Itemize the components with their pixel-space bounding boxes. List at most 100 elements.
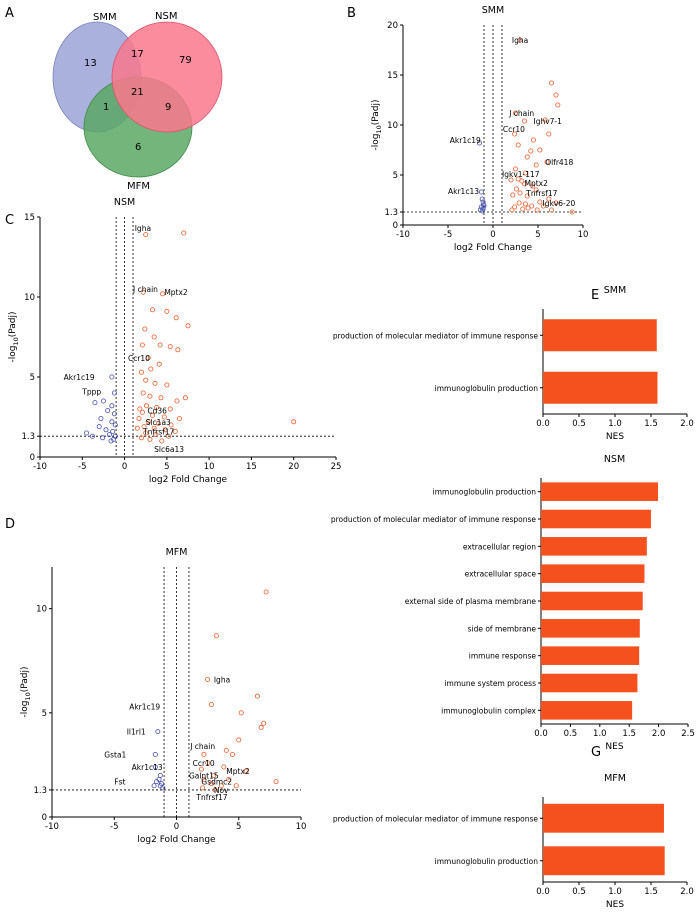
chart-title: NSM (604, 454, 625, 465)
nes-bar-chart-g: MFM production of molecular mediator of i… (333, 773, 694, 910)
nes-bar (541, 482, 659, 501)
gene-label: Mptx2 (525, 179, 549, 188)
venn-set-label-nsm: NSM (155, 11, 177, 22)
downregulated-point (111, 436, 117, 442)
upregulated-point (168, 422, 174, 428)
upregulated-point (200, 785, 206, 791)
upregulated-point (140, 289, 146, 295)
gene-label: Gsta1 (104, 751, 126, 760)
y-tick-label: 15 (387, 71, 398, 81)
gene-label: J chain (508, 109, 534, 118)
upregulated-point (520, 206, 526, 212)
x-tick-label: 10 (578, 230, 589, 240)
upregulated-point (525, 205, 531, 211)
x-tick-label: 2.0 (652, 729, 666, 739)
y-tick-label: 10 (387, 121, 398, 131)
gene-label: Tppp (81, 387, 101, 396)
nes-bar (541, 509, 651, 529)
upregulated-point (140, 390, 146, 396)
gene-label: Cd36 (147, 407, 167, 416)
y-tick-label: 1.3 (33, 786, 47, 796)
gene-label: Akr1c19 (450, 136, 481, 145)
chart-title: MFM (604, 773, 626, 784)
upregulated-point (198, 766, 204, 772)
upregulated-point (533, 162, 539, 168)
upregulated-point (537, 147, 543, 153)
downregulated-point (92, 400, 98, 406)
nes-bar (541, 673, 638, 693)
upregulated-point (243, 768, 249, 774)
upregulated-point (510, 192, 516, 198)
upregulated-point (230, 752, 236, 758)
downregulated-point (479, 196, 485, 202)
upregulated-point (138, 435, 144, 441)
volcano-plot-b: -10 -5 0 5 10 0 1.3 5 10 15 20 SMM log2 Fold Change -… (371, 5, 588, 253)
gene-label: Tnfrsf17 (142, 427, 174, 436)
upregulated-point (172, 428, 178, 434)
nes-bar (543, 803, 664, 833)
plot-title: NSM (114, 197, 135, 208)
x-tick-label: 10 (204, 462, 215, 472)
upregulated-point (549, 80, 555, 86)
downregulated-point (112, 422, 118, 428)
upregulated-point (513, 166, 519, 172)
x-tick-label: -5 (78, 462, 86, 472)
category-label: production of molecular mediator of immu… (331, 515, 537, 524)
x-tick-label: 0.5 (564, 729, 578, 739)
downregulated-point (151, 783, 157, 789)
upregulated-point (142, 326, 148, 332)
panel-letter-c: C (5, 213, 14, 228)
gene-label: Igha (135, 224, 151, 233)
panel-letter-d: D (5, 517, 15, 532)
category-label: immunoglobulin production (433, 488, 537, 497)
y-tick-label: 10 (36, 605, 47, 615)
gene-label: Nov (214, 786, 229, 795)
upregulated-point (201, 777, 207, 783)
x-tick-label: 20 (288, 462, 299, 472)
downregulated-point (160, 785, 166, 791)
upregulated-point (137, 406, 143, 412)
upregulated-point (517, 37, 523, 43)
upregulated-point (181, 230, 187, 236)
x-tick-label: 5 (164, 462, 169, 472)
downregulated-point (98, 416, 104, 422)
x-tick-label: 0.0 (534, 729, 548, 739)
gene-label: Ighv7-1 (534, 117, 563, 126)
y-tick-label: 10 (24, 293, 35, 303)
venn-count-nsm-only: 79 (179, 55, 192, 66)
gene-label: Ccr10 (503, 125, 525, 134)
upregulated-point (167, 344, 173, 350)
gene-label: Igha (214, 676, 230, 685)
y-tick-label: 5 (30, 373, 35, 383)
downregulated-point (100, 435, 106, 441)
upregulated-point (173, 315, 179, 321)
nes-bar (541, 619, 640, 638)
upregulated-point (158, 395, 164, 401)
upregulated-point (139, 342, 145, 348)
downregulated-point (154, 779, 160, 785)
venn-circle-nsm (111, 21, 223, 133)
upregulated-point (549, 207, 555, 213)
downregulated-point (105, 408, 111, 414)
upregulated-point (238, 710, 244, 716)
upregulated-point (508, 177, 514, 183)
upregulated-point (162, 427, 168, 433)
downregulated-point (157, 772, 163, 778)
upregulated-point (254, 693, 260, 699)
nes-bar (543, 371, 658, 404)
gene-label: Ccr10 (193, 759, 215, 768)
upregulated-point (513, 186, 519, 192)
upregulated-point (145, 419, 151, 425)
upregulated-point (154, 404, 160, 410)
gene-label: Mptx2 (226, 767, 250, 776)
category-label: production of molecular mediator of immu… (333, 331, 539, 340)
venn-set-label-mfm: MFM (127, 181, 150, 192)
downregulated-point (110, 428, 116, 434)
upregulated-point (138, 369, 144, 375)
x-tick-label: 2.5 (681, 729, 695, 739)
upregulated-point (143, 377, 149, 383)
upregulated-point (512, 204, 518, 210)
x-axis-label: NES (606, 432, 624, 442)
nes-bar-chart-e: SMM production of molecular mediator of i… (333, 285, 694, 442)
x-axis-label: NES (605, 742, 623, 752)
